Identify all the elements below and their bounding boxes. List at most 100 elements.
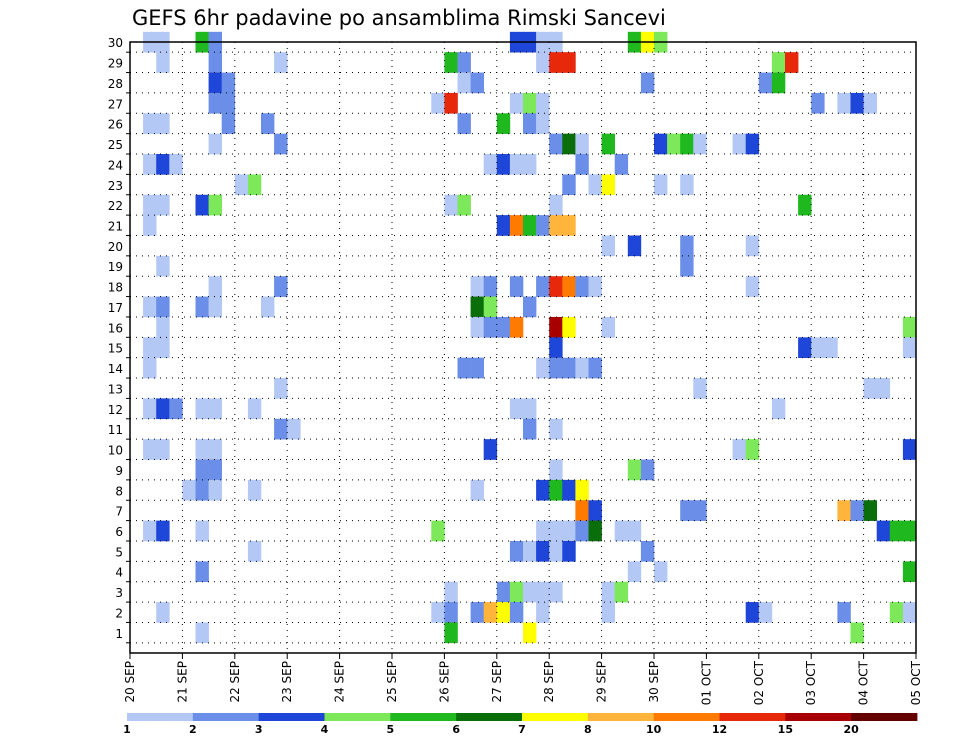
heatmap-cell bbox=[496, 154, 511, 175]
heatmap-cell bbox=[247, 479, 262, 501]
heatmap-cell bbox=[274, 418, 288, 440]
y-tick-label: 15 bbox=[108, 342, 123, 356]
heatmap-cell bbox=[143, 296, 157, 318]
heatmap-cell bbox=[575, 479, 589, 501]
heatmap-cell bbox=[496, 215, 511, 236]
heatmap-cell bbox=[143, 357, 157, 379]
heatmap-cell bbox=[771, 398, 786, 420]
heatmap-cell bbox=[549, 194, 563, 216]
heatmap-cell bbox=[536, 215, 550, 236]
heatmap-cell bbox=[143, 398, 157, 420]
heatmap-cell bbox=[771, 52, 786, 73]
heatmap-cell bbox=[902, 602, 917, 623]
heatmap-cell bbox=[863, 92, 877, 114]
heatmap-cell bbox=[444, 194, 458, 216]
heatmap-cell bbox=[575, 276, 589, 297]
heatmap-cell bbox=[274, 276, 288, 297]
heatmap-cell bbox=[745, 602, 760, 623]
heatmap-cell bbox=[195, 398, 209, 420]
heatmap-cell bbox=[208, 92, 222, 114]
heatmap-cell bbox=[850, 500, 864, 521]
heatmap-cell bbox=[496, 581, 511, 603]
heatmap-cell bbox=[523, 540, 537, 562]
legend-swatch bbox=[719, 713, 786, 721]
y-tick-label: 25 bbox=[108, 138, 123, 152]
heatmap-cell bbox=[745, 276, 760, 297]
y-tick-label: 23 bbox=[108, 179, 123, 193]
heatmap-cell bbox=[483, 276, 498, 297]
y-tick-label: 7 bbox=[115, 505, 123, 519]
heatmap-cell bbox=[601, 133, 615, 155]
heatmap-cell bbox=[274, 52, 288, 73]
y-tick-label: 20 bbox=[108, 240, 123, 254]
y-tick-label: 9 bbox=[115, 464, 123, 478]
y-tick-label: 4 bbox=[115, 566, 123, 580]
heatmap-cell bbox=[837, 602, 851, 623]
heatmap-cell bbox=[549, 357, 563, 379]
x-tick-label: 03 OCT bbox=[804, 660, 818, 705]
heatmap-cell bbox=[640, 540, 655, 562]
x-axis: 20 SEP 21 SEP 22 SEP 23 SEP 24 SEP 25 SEP 26 S… bbox=[123, 653, 923, 705]
heatmap-cell bbox=[195, 296, 209, 318]
heatmap-cell bbox=[640, 72, 655, 94]
heatmap-cell bbox=[575, 133, 589, 155]
y-tick-label: 17 bbox=[108, 301, 123, 315]
heatmap-cell bbox=[195, 194, 209, 216]
legend-swatch bbox=[653, 713, 720, 721]
heatmap-cell bbox=[588, 520, 602, 542]
heatmap-cell bbox=[169, 154, 183, 175]
heatmap-cell bbox=[156, 52, 170, 73]
heatmap-cell bbox=[195, 622, 209, 644]
heatmap-cell bbox=[601, 174, 615, 196]
x-tick-label: 01 OCT bbox=[699, 660, 713, 705]
heatmap-cell bbox=[156, 194, 170, 216]
y-tick-label: 18 bbox=[108, 281, 123, 295]
heatmap-cell bbox=[536, 276, 550, 297]
heatmap-cell bbox=[654, 133, 668, 155]
y-tick-label: 6 bbox=[115, 525, 123, 539]
x-tick-label: 29 SEP bbox=[595, 661, 609, 703]
heatmap-cell bbox=[549, 133, 563, 155]
legend-label: 2 bbox=[189, 723, 197, 736]
heatmap-cell bbox=[745, 235, 760, 257]
x-tick-label: 26 SEP bbox=[437, 661, 451, 703]
heatmap-cell bbox=[523, 296, 537, 318]
heatmap-cell bbox=[732, 133, 746, 155]
heatmap-cell bbox=[863, 500, 877, 521]
legend-swatch bbox=[258, 713, 325, 721]
heatmap-cell bbox=[680, 235, 694, 257]
heatmap-cell bbox=[536, 520, 550, 542]
heatmap-cell bbox=[523, 92, 537, 114]
heatmap-cell bbox=[680, 174, 694, 196]
heatmap-cell bbox=[483, 154, 498, 175]
heatmap-cell bbox=[444, 52, 458, 73]
heatmap-cell bbox=[431, 602, 445, 623]
heatmap-cell bbox=[470, 276, 484, 297]
heatmap-cell bbox=[156, 113, 170, 134]
heatmap-cell bbox=[470, 479, 484, 501]
heatmap-cell bbox=[588, 357, 602, 379]
heatmap-cell bbox=[549, 479, 563, 501]
heatmap-cell bbox=[889, 602, 904, 623]
heatmap-cell bbox=[588, 174, 602, 196]
heatmap-cell bbox=[156, 337, 170, 358]
heatmap-cell bbox=[208, 439, 222, 460]
legend-swatch bbox=[456, 713, 523, 721]
heatmap-cell bbox=[483, 296, 498, 318]
heatmap-cell bbox=[745, 439, 760, 460]
heatmap-cell bbox=[509, 602, 524, 623]
heatmap-cell bbox=[549, 540, 563, 562]
heatmap-cell bbox=[143, 215, 157, 236]
heatmap-cell bbox=[680, 500, 694, 521]
legend-swatch bbox=[390, 713, 457, 721]
heatmap-cell bbox=[902, 520, 917, 542]
y-tick-label: 11 bbox=[108, 423, 123, 437]
heatmap-cell bbox=[457, 113, 471, 134]
legend-label: 6 bbox=[452, 723, 460, 736]
heatmap-cell bbox=[575, 154, 589, 175]
legend-swatch bbox=[127, 713, 194, 721]
heatmap-cell bbox=[221, 72, 236, 94]
heatmap-cell bbox=[523, 622, 537, 644]
heatmap-cell bbox=[562, 520, 576, 542]
heatmap-cell bbox=[523, 581, 537, 603]
